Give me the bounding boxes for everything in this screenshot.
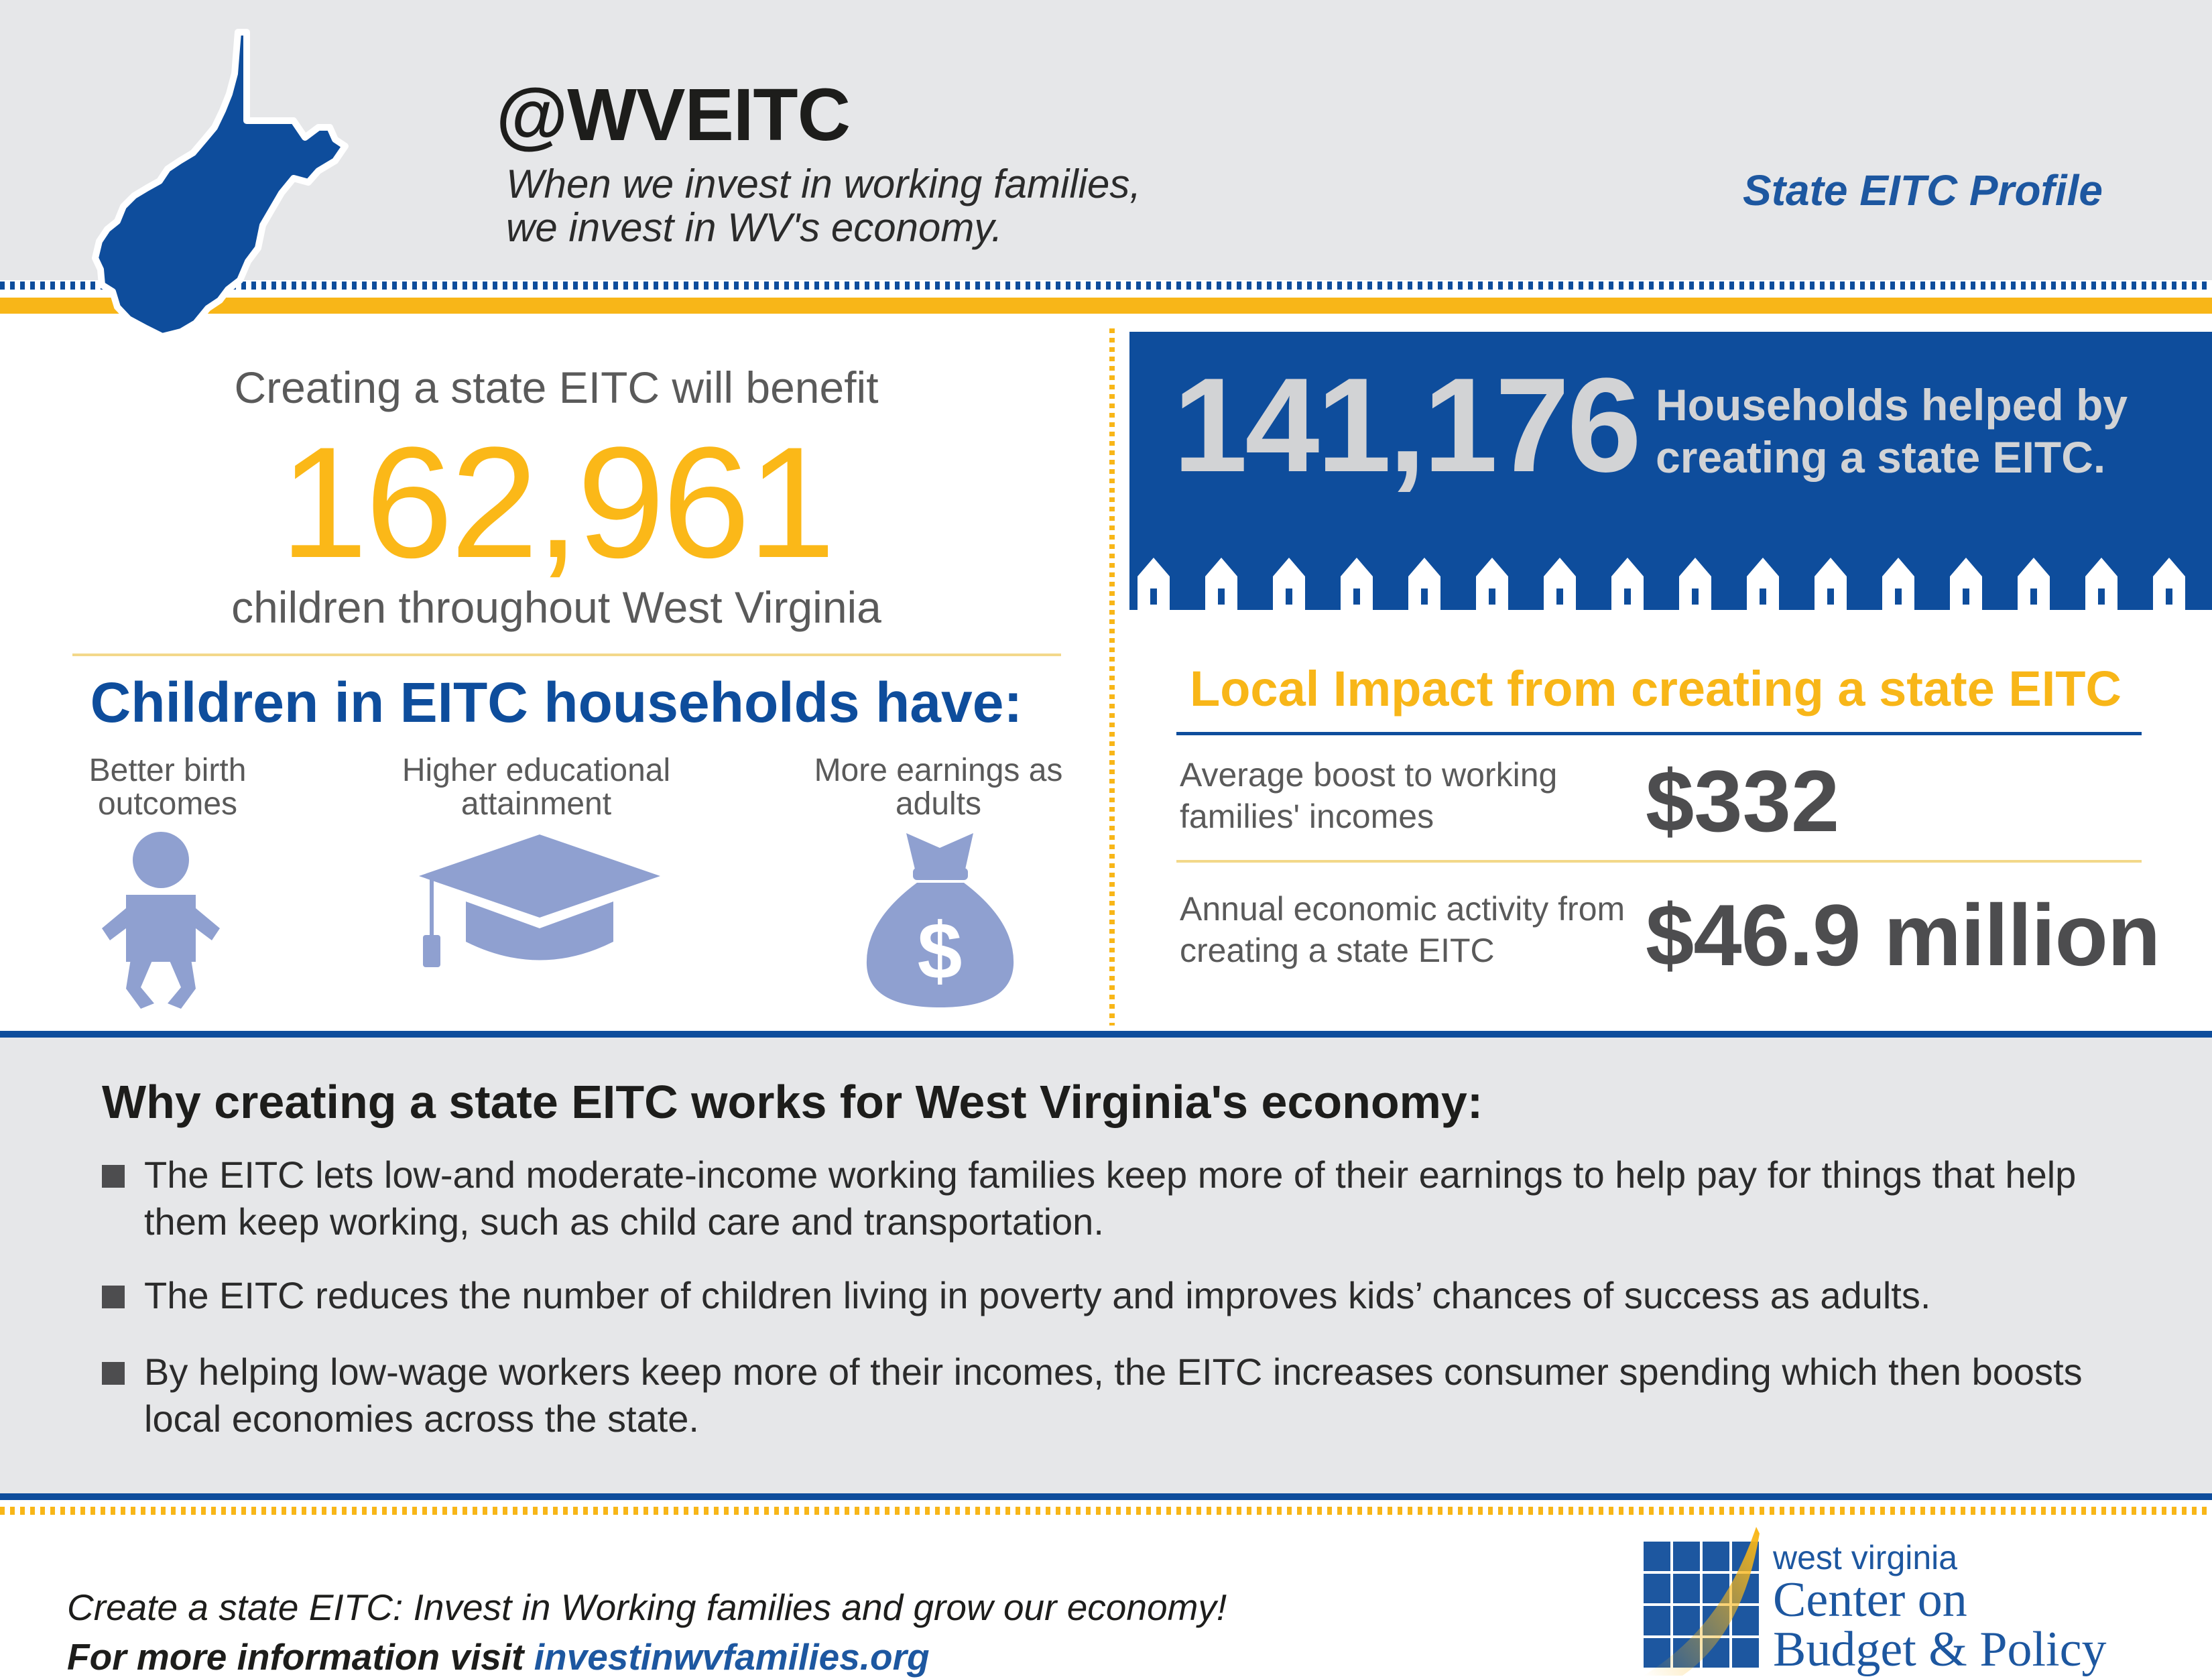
outcomes-heading: Children in EITC households have: [90,671,1023,734]
logo-line-1: west virginia [1773,1539,1958,1576]
bullet-square-icon [102,1165,125,1188]
profile-label: State EITC Profile [1743,166,2103,214]
why-heading: Why creating a state EITC works for West… [102,1076,1483,1128]
cbp-logo-mark-icon [1644,1527,1760,1676]
bullet-square-icon [102,1286,125,1308]
house-icon [1815,558,1847,610]
house-icon [2018,558,2050,610]
houses-row-icon [1138,558,2185,610]
more-info-line: For more information visit investinwvfam… [67,1635,930,1678]
money-bag-icon: $ [866,833,1014,1007]
households-count: 141,176 [1173,351,1642,500]
children-count: 162,961 [280,414,835,591]
impact-label-activity: Annual economic activity from creating a… [1180,890,1625,969]
baby-icon [102,832,220,1009]
why-bullet-3: By helping low-wage workers keep more of… [144,1351,2083,1440]
tagline-line1: When we invest in working families, [506,162,1142,206]
impact-label-income: Average boost to working families' incom… [1180,756,1558,835]
house-icon [1138,558,1170,610]
benefit-outro-text: children throughout West Virginia [231,582,881,632]
house-icon [1679,558,1711,610]
impact-value-income: $332 [1646,752,1840,850]
house-icon [1476,558,1508,610]
house-icon [1341,558,1373,610]
twitter-handle: @WVEITC [496,74,851,156]
why-bullet-2: The EITC reduces the number of children … [144,1274,1931,1316]
graduation-cap-icon [419,834,660,967]
logo-line-3: Budget & Policy [1773,1622,2107,1677]
impact-value-activity: $46.9 million [1646,886,2160,984]
website-link[interactable]: investinwvfamilies.org [534,1636,930,1678]
tagline-line2: we invest in WV's economy. [506,205,1003,250]
house-icon [2085,558,2117,610]
house-icon [1273,558,1305,610]
dotted-divider-bottom [0,1507,2212,1515]
outcome-label-earnings: More earnings as adults [814,753,1063,822]
local-impact-heading: Local Impact from creating a state EITC [1190,661,2122,717]
house-icon [1408,558,1440,610]
households-text: Households helped by creating a state EI… [1656,380,2128,482]
call-to-action: Create a state EITC: Invest in Working f… [67,1587,1227,1628]
logo-line-2: Center on [1773,1572,1967,1627]
house-icon [1950,558,1982,610]
divider [1176,860,2142,863]
house-icon [1205,558,1237,610]
divider [72,654,1061,656]
outcome-label-birth: Better birth outcomes [88,753,247,822]
why-bullet-1: The EITC lets low-and moderate-income wo… [144,1154,2077,1243]
benefit-intro-text: Creating a state EITC will benefit [234,363,879,412]
gold-stripe [0,298,2212,314]
dotted-divider-vertical [1109,328,1115,1025]
divider [1176,732,2142,735]
dotted-divider-top [0,282,2212,290]
more-info-prefix: For more information visit [67,1636,534,1678]
dollar-sign-icon: $ [918,906,963,996]
house-icon [1611,558,1644,610]
house-icon [1882,558,1914,610]
outcome-label-education: Higher educational attainment [402,753,671,822]
west-virginia-map-icon [92,29,349,340]
house-icon [2153,558,2185,610]
house-icon [1544,558,1576,610]
header-band [0,0,2212,280]
house-icon [1747,558,1779,610]
bullet-square-icon [102,1362,125,1385]
why-panel [0,1031,2212,1500]
